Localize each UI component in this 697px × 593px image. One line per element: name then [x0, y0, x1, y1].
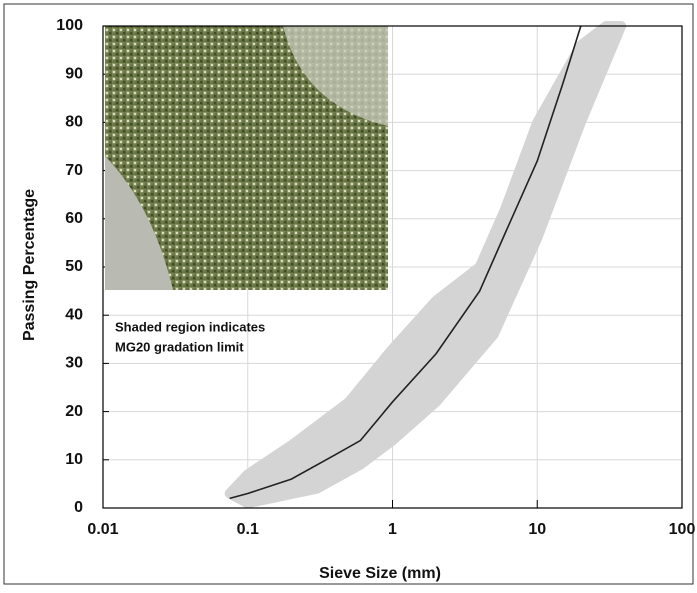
- y-tick-label: 60: [65, 210, 83, 227]
- y-tick-label: 80: [65, 114, 83, 131]
- x-axis-label: Sieve Size (mm): [319, 565, 441, 582]
- y-axis-label: Passing Percentage: [21, 189, 38, 341]
- y-tick-label: 30: [65, 355, 83, 372]
- annotation: Shaded region indicates: [115, 319, 265, 334]
- y-tick-label: 10: [65, 451, 83, 468]
- y-tick-label: 100: [56, 17, 83, 34]
- x-tick-label: 0.1: [237, 521, 259, 538]
- frame: [3, 3, 694, 585]
- x-tick-label: 10: [528, 521, 546, 538]
- inset-photo-shadow: [105, 156, 173, 290]
- x-tick-label: 0.01: [87, 521, 118, 538]
- inset-photo-light: [105, 26, 388, 126]
- x-tick-label: 100: [669, 521, 696, 538]
- y-tick-label: 40: [65, 306, 83, 323]
- y-tick-label: 50: [65, 258, 83, 275]
- y-tick-label: 0: [74, 499, 83, 516]
- gradation-curve: [229, 25, 582, 500]
- y-tick-label: 70: [65, 162, 83, 179]
- annotation: MG20 gradation limit: [115, 339, 244, 354]
- x-tick-label: 1: [388, 521, 397, 538]
- plot-border: [102, 25, 683, 509]
- y-tick-label: 90: [65, 65, 83, 82]
- y-tick-label: 20: [65, 403, 83, 420]
